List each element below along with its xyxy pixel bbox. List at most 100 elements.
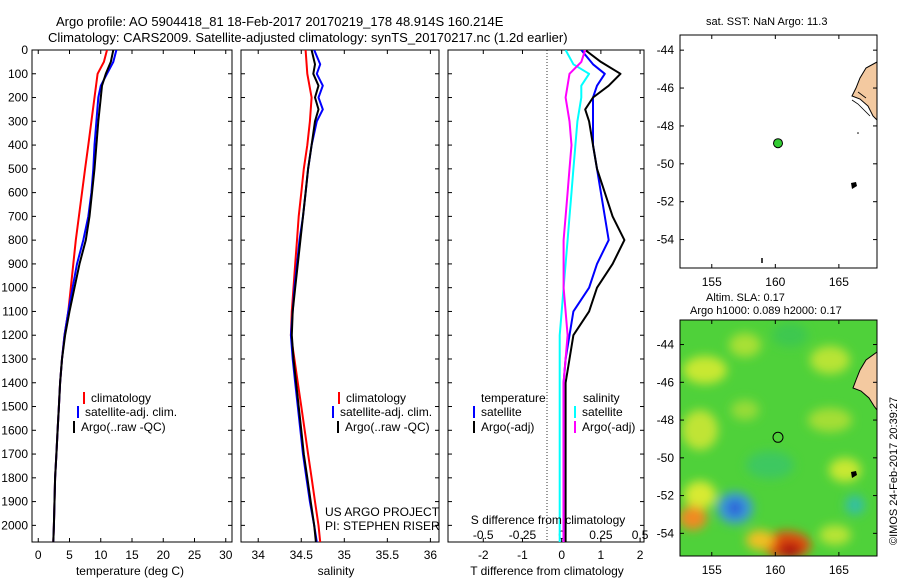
sst-map-ticks: 155 160 165 -44 -46 -48 -50 -52 -54	[657, 35, 877, 289]
float-position-marker	[772, 431, 784, 443]
y-tick-label: 1500	[1, 400, 28, 414]
x-tick-label: 160	[765, 275, 785, 289]
x-tick-label: 20	[157, 548, 171, 562]
secondary-x-tick-label: 0.5	[632, 528, 649, 542]
coastline-land	[852, 351, 877, 411]
y-tick-label: -52	[657, 195, 675, 209]
y-tick-label: 400	[8, 138, 28, 152]
secondary-x-tick-label: -0.25	[509, 528, 537, 542]
legend-label-temp-satellite: satellite	[481, 405, 522, 419]
y-tick-label: 500	[8, 162, 28, 176]
salinity-legend: climatology satellite-adj. clim. Argo(..…	[332, 391, 432, 434]
salinity-panel: 34 34.5 35 35.5 36 salinity climatology sate…	[240, 49, 440, 578]
temperature-panel: 0 5 10 15 20 25 300100200300400500600700800900…	[1, 43, 232, 578]
x-tick-label: 155	[702, 275, 722, 289]
heatmap-blob	[682, 410, 718, 450]
salinity-ticks: 34 34.5 35 35.5 36	[241, 49, 439, 562]
y-tick-label: -46	[657, 81, 675, 95]
temperature-series-lines	[52, 50, 118, 542]
legend-label-sal-satellite: satellite	[582, 405, 623, 419]
x-tick-label: 155	[702, 563, 722, 577]
y-tick-label: 1300	[1, 352, 28, 366]
sla-heatmap	[680, 320, 877, 556]
y-tick-label: 1600	[1, 423, 28, 437]
series-line	[564, 50, 626, 542]
legend-title-temperature: temperature	[481, 391, 546, 405]
y-tick-label: 1700	[1, 447, 28, 461]
y-tick-label: 800	[8, 233, 28, 247]
x-tick-label: 30	[219, 548, 233, 562]
salinity-series-lines	[289, 50, 324, 542]
legend-label-satellite-adj: satellite-adj. clim.	[85, 405, 177, 419]
x-tick-label: 15	[125, 548, 139, 562]
project-pi: PI: STEPHEN RISER	[325, 519, 440, 533]
series-line	[562, 50, 587, 542]
temperature-legend: climatology satellite-adj. clim. Argo(..…	[73, 391, 177, 434]
island-marker	[857, 132, 859, 134]
x-tick-label: 160	[765, 563, 785, 577]
y-tick-label: -48	[657, 413, 675, 427]
sla-map-title: Altim. SLA: 0.17	[706, 292, 785, 304]
heatmap-blob	[778, 542, 802, 556]
sla-map-ticks: 155 160 165 -44 -46 -48 -50 -52 -54	[657, 320, 877, 577]
y-tick-label: -54	[657, 526, 675, 540]
x-tick-label: 165	[829, 275, 849, 289]
series-line	[290, 50, 320, 542]
legend-label-argo: Argo(..raw -QC)	[81, 420, 166, 434]
heatmap-blob	[810, 346, 850, 374]
y-tick-label: 2000	[1, 518, 28, 532]
x-tick-label: 165	[829, 563, 849, 577]
series-line	[52, 50, 115, 542]
sst-map-frame	[679, 34, 878, 269]
x-tick-label: -2	[478, 548, 489, 562]
coastline-land	[851, 61, 877, 121]
heatmap-blob	[727, 500, 743, 516]
y-tick-label: 1400	[1, 376, 28, 390]
sla-map-subtitle: Argo h1000: 0.089 h2000: 0.17	[690, 305, 842, 317]
sst-map-title: sat. SST: NaN Argo: 11.3	[706, 16, 828, 28]
y-tick-label: 1900	[1, 495, 28, 509]
legend-label-argo: Argo(..raw -QC)	[345, 420, 430, 434]
x-tick-label: 0	[35, 548, 42, 562]
coastline-detail	[851, 91, 871, 117]
x-tick-label: 36	[424, 548, 438, 562]
salinity-axes-frame	[240, 49, 440, 543]
y-tick-label: -46	[657, 375, 675, 389]
heatmap-blob	[772, 323, 808, 347]
float-position-marker	[773, 138, 783, 149]
x-tick-label: 35.5	[376, 548, 400, 562]
y-tick-label: 1200	[1, 328, 28, 342]
y-tick-label: 600	[8, 186, 28, 200]
x-tick-label: 2	[637, 548, 644, 562]
profile-title: Argo profile: AO 5904418_81 18-Feb-2017 …	[56, 14, 504, 29]
island-shape	[851, 182, 857, 189]
sla-map-frame	[679, 319, 878, 557]
difference-axes-frame	[447, 49, 645, 543]
secondary-x-tick-label: 0.25	[589, 528, 613, 542]
temperature-ticks: 0 5 10 15 20 25 300100200300400500600700800900…	[1, 43, 232, 562]
legend-label-temp-argo: Argo(-adj)	[481, 420, 534, 434]
heatmap-blob	[808, 408, 852, 432]
y-tick-label: -50	[657, 451, 675, 465]
difference-panel: -2 -1 0 1 2 -0.5 -0.25 0 0.25 0.5 T difference fr…	[447, 49, 649, 578]
heatmap-blob	[680, 506, 707, 530]
y-tick-label: 200	[8, 91, 28, 105]
island-shape	[851, 471, 857, 478]
heatmap-blob	[819, 525, 851, 545]
y-tick-label: -44	[657, 43, 675, 57]
x-tick-label: 35	[338, 548, 352, 562]
y-tick-label: 300	[8, 114, 28, 128]
heatmap-blob	[729, 333, 761, 357]
project-name: US ARGO PROJECT	[325, 505, 440, 519]
legend-label-climatology: climatology	[346, 391, 406, 405]
imos-credit: ©IMOS 24-Feb-2017 20:39:27	[888, 396, 900, 545]
y-tick-label: 100	[8, 67, 28, 81]
legend-title-salinity: salinity	[583, 391, 620, 405]
heatmap-blob	[829, 458, 861, 482]
sla-map-panel: 155 160 165 -44 -46 -48 -50 -52 -54	[657, 319, 878, 577]
x-tick-label: 25	[188, 548, 202, 562]
y-tick-label: 1000	[1, 281, 28, 295]
heatmap-blob	[684, 481, 716, 509]
y-tick-label: 1100	[2, 304, 28, 318]
